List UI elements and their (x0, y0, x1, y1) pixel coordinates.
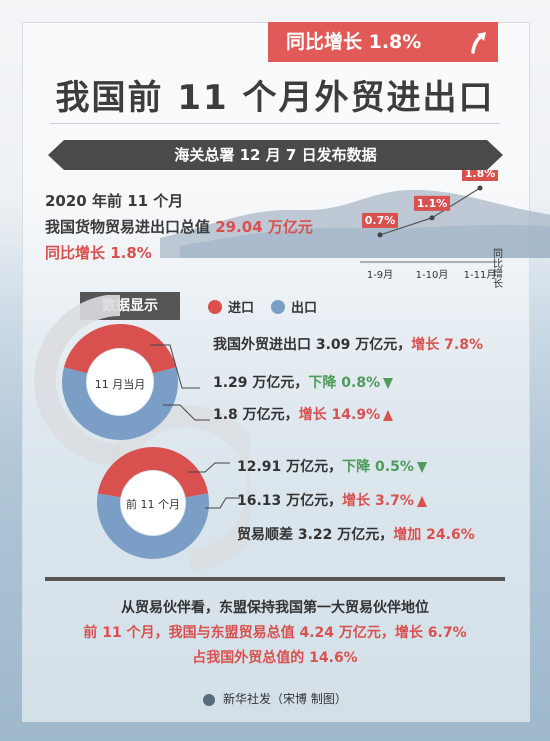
arrow-down-icon (383, 377, 394, 389)
title-divider (50, 123, 500, 124)
stat-ytd-export: 16.13 万亿元，增长 3.7% (237, 490, 427, 510)
donut-monthly (62, 323, 178, 440)
legend-import-label: 进口 (228, 301, 255, 316)
section-divider (45, 577, 505, 581)
summary-period: 2020 年前 11 个月 (45, 192, 184, 210)
summary-growth: 同比增长 1.8% (45, 244, 152, 262)
arrow-up-icon (416, 495, 427, 507)
value-label: 1.1% (417, 197, 448, 210)
footer-asean-total: 前 11 个月，我国与东盟贸易总值 4.24 万亿元，增长 6.7% (83, 625, 467, 641)
value-label-bg (462, 170, 498, 181)
stat-month-import-value: 1.29 万亿元， (213, 375, 309, 391)
credit-line: 新华社发（宋博 制图） (40, 690, 510, 707)
import-slice (63, 323, 177, 374)
arrow-up-icon (383, 409, 394, 421)
stat-ytd-import-change: 下降 0.5% (342, 459, 414, 475)
y-axis-label: 同比增长 (491, 248, 503, 288)
stat-ytd-surplus-change: 增加 24.6% (393, 527, 475, 543)
summary-total: 我国货物贸易进出口总值 29.04 万亿元 (45, 214, 313, 240)
stat-ytd-surplus: 贸易顺差 3.22 万亿元，增加 24.6% (237, 524, 475, 544)
import-slice (97, 447, 209, 498)
export-color-dot (271, 299, 285, 314)
page-title: 我国前 11 个月外贸进出口 (55, 78, 495, 118)
data-point (477, 185, 483, 191)
arrow-down-icon (416, 461, 427, 473)
export-slice (62, 367, 178, 440)
credit-text: 新华社发（宋博 制图） (223, 692, 347, 706)
value-label-bg (414, 195, 450, 211)
value-label-bg (362, 212, 398, 228)
legend-export: 出口 (271, 297, 317, 316)
stat-month-total: 我国外贸进出口 3.09 万亿元，增长 7.8% (213, 334, 483, 354)
source-banner: 海关总署 12 月 7 日发布数据 (48, 140, 503, 170)
summary-total-label: 我国货物贸易进出口总值 (45, 218, 216, 236)
stat-month-export: 1.8 万亿元，增长 14.9% (213, 404, 394, 424)
donut-hole (87, 349, 153, 415)
stat-ytd-import-value: 12.91 万亿元， (237, 459, 343, 475)
value-label: 0.7% (365, 214, 396, 227)
data-point (429, 215, 435, 221)
stat-month-import: 1.29 万亿元，下降 0.8% (213, 372, 394, 392)
legend-import: 进口 (208, 297, 254, 316)
donut-monthly-label: 11 月当月 (94, 378, 146, 391)
stat-ytd-surplus-value: 贸易顺差 3.22 万亿元， (237, 527, 394, 543)
stat-month-export-change: 增长 14.9% (298, 407, 381, 423)
summary-block: 2020 年前 11 个月 我国货物贸易进出口总值 29.04 万亿元 同比增长… (45, 188, 313, 266)
summary-total-value: 29.04 万亿元 (215, 218, 313, 236)
stat-month-export-value: 1.8 万亿元， (213, 407, 299, 423)
arrow-up-icon (471, 32, 486, 54)
xinhua-logo-icon (203, 693, 216, 706)
x-tick-label: 1-11月 (464, 269, 497, 281)
stat-ytd-import: 12.91 万亿元，下降 0.5% (237, 456, 427, 476)
x-tick-label: 1-10月 (416, 269, 449, 281)
x-tick-label: 1-9月 (367, 269, 393, 281)
growth-badge: 同比增长 1.8% (268, 22, 498, 62)
legend-export-label: 出口 (291, 301, 318, 316)
donut-ytd (97, 447, 209, 559)
export-slice (97, 493, 209, 559)
stat-month-total-change: 增长 7.8% (411, 337, 483, 353)
donut-ytd-label: 前 11 个月 (126, 498, 180, 511)
footer-partner: 从贸易伙伴看，东盟保持我国第一大贸易伙伴地位 (121, 600, 429, 616)
stat-month-total-value: 我国外贸进出口 3.09 万亿元， (213, 337, 412, 353)
stat-month-import-change: 下降 0.8% (308, 375, 381, 391)
donut-hole (121, 471, 185, 535)
stat-ytd-export-change: 增长 3.7% (342, 493, 414, 509)
stat-ytd-export-value: 16.13 万亿元， (237, 493, 343, 509)
import-color-dot (208, 299, 222, 314)
background-hills (160, 189, 550, 258)
footer-asean-share: 占我国外贸总值的 14.6% (192, 650, 358, 666)
data-point (377, 232, 383, 238)
value-label: 1.8% (465, 170, 496, 180)
